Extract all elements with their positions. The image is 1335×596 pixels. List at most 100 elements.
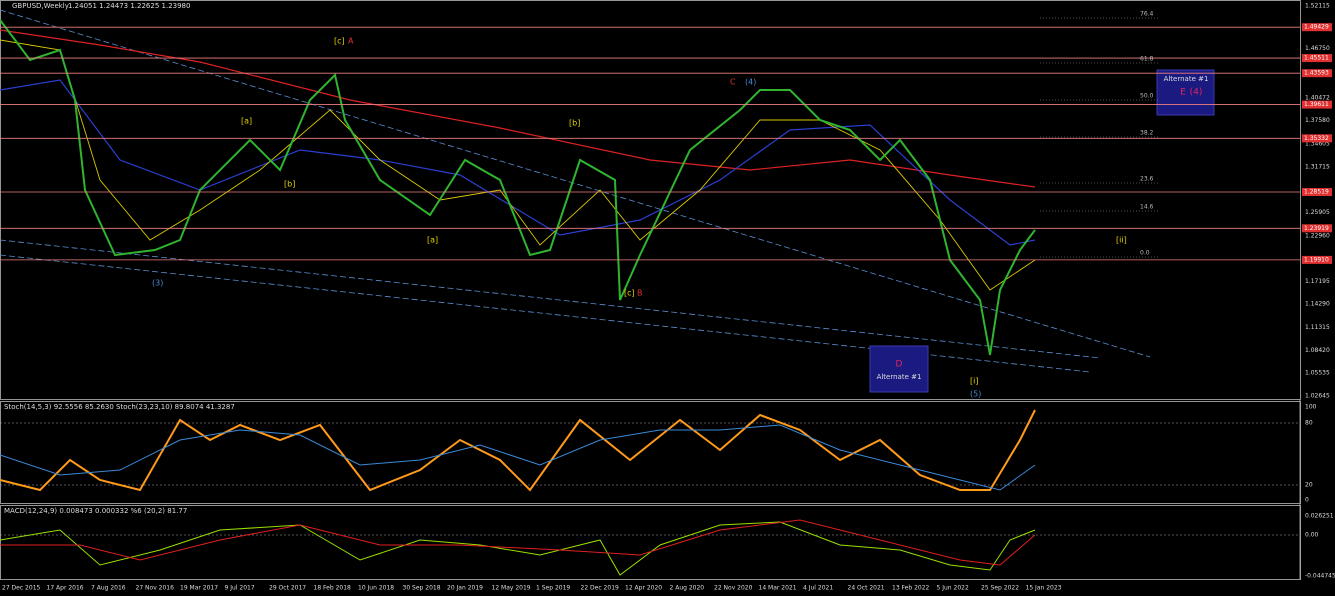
- level-tag: [1302, 188, 1332, 197]
- level-tag: [1302, 23, 1332, 32]
- date-label: 22 Dec 2019: [581, 585, 620, 592]
- wave-label: [c]: [624, 289, 635, 298]
- date-label: 22 Nov 2020: [714, 585, 753, 592]
- price-label: 1.11315: [1305, 324, 1330, 331]
- stoch-fast: [0, 409, 1036, 492]
- level-label: 1.35332: [1304, 135, 1329, 142]
- wave-label: [a]: [241, 117, 252, 126]
- fib-label: 61.8: [1140, 56, 1154, 63]
- date-label: 18 Feb 2018: [314, 585, 352, 592]
- price-label: 1.22960: [1305, 232, 1330, 239]
- wave-label: [ii]: [1116, 236, 1127, 245]
- price-label: 1.37580: [1305, 117, 1330, 124]
- wave-label: [b]: [284, 180, 295, 189]
- ma-red: [0, 29, 1036, 188]
- date-label: 7 Aug 2016: [91, 585, 126, 592]
- level-label: 1.19910: [1304, 256, 1329, 263]
- macd-axis: 0.00: [1305, 532, 1319, 539]
- stoch-axis: 100: [1305, 404, 1317, 411]
- fib-label: 76.4: [1140, 11, 1154, 18]
- level-label: 1.39611: [1304, 101, 1329, 108]
- date-label: 13 Feb 2022: [892, 585, 930, 592]
- date-label: 12 May 2019: [492, 585, 531, 592]
- alt-title: Alternate #1: [877, 373, 922, 381]
- price-label: 1.14290: [1305, 301, 1330, 308]
- wave-label: [i]: [970, 377, 978, 386]
- level-label: 1.23919: [1304, 225, 1329, 232]
- date-label: 29 Oct 2017: [269, 585, 306, 592]
- frames: [0, 0, 1301, 580]
- fib-label: 38.2: [1140, 130, 1154, 137]
- date-label: 5 Jun 2022: [937, 585, 969, 592]
- price-label: 1.34605: [1305, 141, 1330, 148]
- wave-label: A: [348, 37, 354, 46]
- date-label: 4 Jul 2021: [803, 585, 833, 592]
- date-label: 25 Sep 2022: [981, 585, 1019, 592]
- stoch-axis: 0: [1305, 497, 1309, 504]
- stoch-axis: 20: [1305, 482, 1313, 489]
- fib-label: 0.0: [1140, 250, 1150, 257]
- wave-label: C: [730, 78, 736, 87]
- alt-wave: E: [1180, 88, 1186, 98]
- wave-label: (5): [970, 390, 981, 399]
- price-label: 1.25905: [1305, 209, 1330, 216]
- date-label: 19 Mar 2017: [180, 585, 218, 592]
- level-label: 1.28519: [1304, 189, 1329, 196]
- macd-axis: 0.026251: [1305, 513, 1334, 520]
- wave-label: (3): [152, 279, 163, 288]
- level-tag: [1302, 134, 1332, 143]
- date-label: 27 Nov 2016: [136, 585, 175, 592]
- ma-yellow: [0, 39, 1036, 291]
- price-label: 1.46750: [1305, 45, 1330, 52]
- date-label: 1 Sep 2019: [536, 585, 570, 592]
- date-label: 9 Jul 2017: [225, 585, 255, 592]
- date-label: 30 Sep 2018: [403, 585, 441, 592]
- date-label: 10 Jun 2018: [358, 585, 394, 592]
- chart-title: GBPUSD,Weekly: [12, 2, 69, 10]
- stoch-header: Stoch(14,5,3) 92.5556 85.2630 Stoch(23,2…: [4, 403, 235, 411]
- level-tag: [1302, 100, 1332, 109]
- price-label: 1.02645: [1305, 393, 1330, 400]
- level-tag: [1302, 224, 1332, 233]
- fib-label: 50.0: [1140, 93, 1154, 100]
- date-label: 12 Apr 2020: [625, 585, 662, 592]
- date-label: 27 Dec 2015: [2, 585, 41, 592]
- alt-title: Alternate #1: [1164, 75, 1209, 83]
- level-tag: [1302, 255, 1332, 264]
- macd-signal: [0, 519, 1036, 566]
- price-label: 1.52115: [1305, 3, 1330, 10]
- alt-degree: (4): [1190, 88, 1203, 98]
- fib-label: 14.6: [1140, 204, 1154, 211]
- alternate-box: [869, 345, 929, 393]
- stoch-slow: [0, 424, 1036, 491]
- alternate-box: [1156, 69, 1215, 116]
- price-label: 1.08420: [1305, 347, 1330, 354]
- wave-label: [c]: [334, 37, 345, 46]
- level-label: 1.43593: [1304, 70, 1329, 77]
- price-label: 1.17195: [1305, 278, 1330, 285]
- date-label: 24 Oct 2021: [848, 585, 885, 592]
- price-label: 1.31715: [1305, 163, 1330, 170]
- ohlc: 1.24051 1.24473 1.22625 1.23980: [68, 2, 190, 10]
- date-label: 17 Apr 2016: [47, 585, 84, 592]
- date-label: 2 Aug 2020: [670, 585, 705, 592]
- wave-label: [a]: [427, 236, 438, 245]
- wave-label: B: [637, 289, 643, 298]
- macd-axis: -0.044745: [1305, 573, 1335, 580]
- alt-wave: D: [896, 360, 903, 370]
- fib-label: 23.6: [1140, 176, 1154, 183]
- price: [0, 19, 1036, 356]
- macd-header: MACD(12,24,9) 0.008473 0.000332 %6 (20,2…: [4, 507, 187, 515]
- level-label: 1.45511: [1304, 55, 1329, 62]
- wave-label: [b]: [569, 119, 580, 128]
- level-tag: [1302, 69, 1332, 78]
- price-label: 1.05535: [1305, 370, 1330, 377]
- wave-label: (4): [745, 78, 756, 87]
- level-tag: [1302, 54, 1332, 63]
- macd-line: [0, 521, 1036, 576]
- date-label: 14 Mar 2021: [759, 585, 797, 592]
- ma-blue: [0, 79, 1036, 246]
- date-label: 20 Jan 2019: [447, 585, 483, 592]
